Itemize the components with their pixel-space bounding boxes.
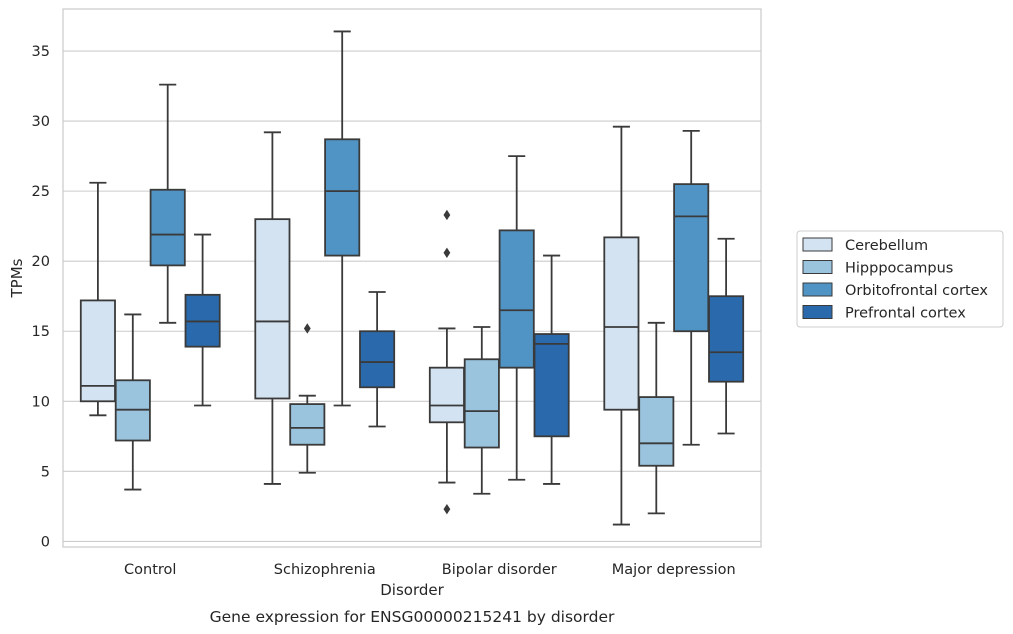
legend-entry: Hipppocampus [802, 260, 953, 277]
legend-entry: Prefrontal cortex [802, 305, 966, 322]
legend-swatch [802, 260, 833, 274]
box [603, 125, 640, 526]
y-tick-label: 30 [32, 114, 50, 130]
box [638, 321, 675, 515]
legend-entries: Cerebellum Hipppocampus Orbitofrontal cort… [802, 237, 988, 322]
y-tick-label: 10 [32, 394, 50, 410]
x-tick-label: Schizophrenia [274, 562, 376, 578]
box [79, 181, 116, 417]
x-tick-label: Bipolar disorder [442, 562, 557, 578]
x-tick-label: Control [124, 562, 176, 578]
legend-frame [796, 230, 1004, 328]
legend-label: Hipppocampus [845, 261, 953, 277]
box-body [149, 188, 186, 267]
legend-label: Orbitofrontal cortex [845, 283, 988, 299]
box-body [289, 403, 326, 446]
y-tick-label: 0 [41, 534, 50, 550]
y-tick-label: 5 [41, 464, 50, 480]
box [114, 313, 151, 491]
box [708, 237, 745, 435]
box-body [79, 299, 116, 403]
legend-label: Prefrontal cortex [845, 306, 966, 322]
legend-swatch [802, 282, 833, 297]
box-body [463, 358, 500, 449]
x-axis-label: Disorder [380, 581, 444, 599]
box-body [254, 218, 291, 400]
box-series [79, 30, 745, 526]
box-body [603, 236, 640, 411]
outlier-point [303, 323, 311, 334]
box [359, 291, 396, 428]
y-tick-label: 25 [32, 184, 50, 200]
box [428, 209, 465, 515]
box [254, 131, 291, 485]
box [324, 30, 361, 407]
y-axis-label: TPMs [8, 258, 26, 298]
box [184, 233, 221, 407]
outlier-point [443, 209, 451, 221]
box [149, 83, 186, 324]
box [533, 254, 570, 485]
box [289, 323, 326, 474]
box-body [638, 396, 675, 467]
box-body [498, 229, 535, 369]
box [463, 326, 500, 495]
legend-entry: Cerebellum [802, 237, 928, 254]
outlier-point [443, 247, 451, 258]
box-body [533, 333, 570, 438]
legend-entry: Orbitofrontal cortex [802, 282, 988, 299]
legend-swatch [802, 237, 833, 252]
box-body [359, 330, 396, 389]
box-body [428, 366, 465, 424]
x-tick-labels: Control Schizophrenia Bipolar disorder Majo… [124, 562, 736, 578]
y-tick-label: 15 [32, 324, 50, 340]
legend-label: Cerebellum [845, 238, 928, 254]
box-body [708, 295, 745, 383]
x-tick-label: Major depression [612, 562, 736, 578]
legend-swatch [802, 305, 833, 319]
box-body [324, 138, 361, 257]
outlier-point [443, 503, 451, 515]
y-tick-label: 35 [32, 44, 50, 60]
y-tick-labels: 0 5 10 15 20 25 30 35 [32, 44, 50, 550]
box-body [673, 183, 710, 333]
y-tick-label: 20 [32, 254, 50, 270]
legend: Cerebellum Hipppocampus Orbitofrontal cort… [796, 230, 1004, 328]
chart-caption: Gene expression for ENSG00000215241 by d… [210, 608, 615, 626]
plot-area-frame [62, 8, 762, 548]
box [498, 155, 535, 481]
box [673, 129, 710, 446]
